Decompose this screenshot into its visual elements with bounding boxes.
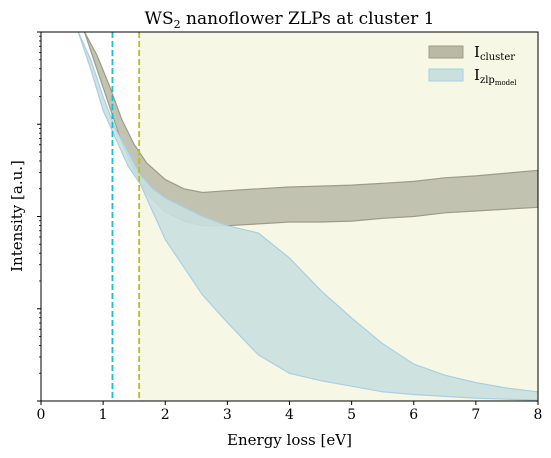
- x-tick-label: 6: [409, 407, 418, 423]
- title-main: WS: [145, 9, 174, 29]
- legend: Icluster Izlpmodel: [428, 43, 517, 87]
- chart-title: WS2 nanoflower ZLPs at cluster 1: [145, 9, 435, 31]
- legend-swatch-cluster: [428, 45, 464, 59]
- legend-cluster-sub: cluster: [480, 52, 515, 63]
- x-tick-label: 1: [99, 407, 108, 423]
- legend-cluster-name: I: [474, 43, 480, 61]
- band-series-zlp-model: [77, 32, 538, 401]
- x-tick-label: 2: [161, 407, 170, 423]
- legend-zlp-subsub: model: [495, 79, 517, 87]
- x-axis-label: Energy loss [eV]: [227, 431, 352, 449]
- x-tick-label: 0: [37, 407, 46, 423]
- x-tick-label: 5: [347, 407, 356, 423]
- title-rest: nanoflower ZLPs at cluster 1: [181, 9, 435, 29]
- x-tick-label: 4: [285, 407, 294, 423]
- y-axis-label: Intensity [a.u.]: [8, 160, 26, 272]
- x-tick-label: 7: [471, 407, 480, 423]
- legend-label-zlp: Izlpmodel: [474, 66, 517, 87]
- title-sub: 2: [174, 18, 181, 31]
- x-tick-label: 3: [223, 407, 232, 423]
- legend-zlp-name: I: [474, 66, 480, 84]
- x-tick-label: 8: [534, 407, 543, 423]
- legend-label-cluster: Icluster: [474, 43, 515, 63]
- legend-swatch-zlp: [428, 68, 464, 82]
- legend-zlp-sub: zlp: [480, 75, 495, 86]
